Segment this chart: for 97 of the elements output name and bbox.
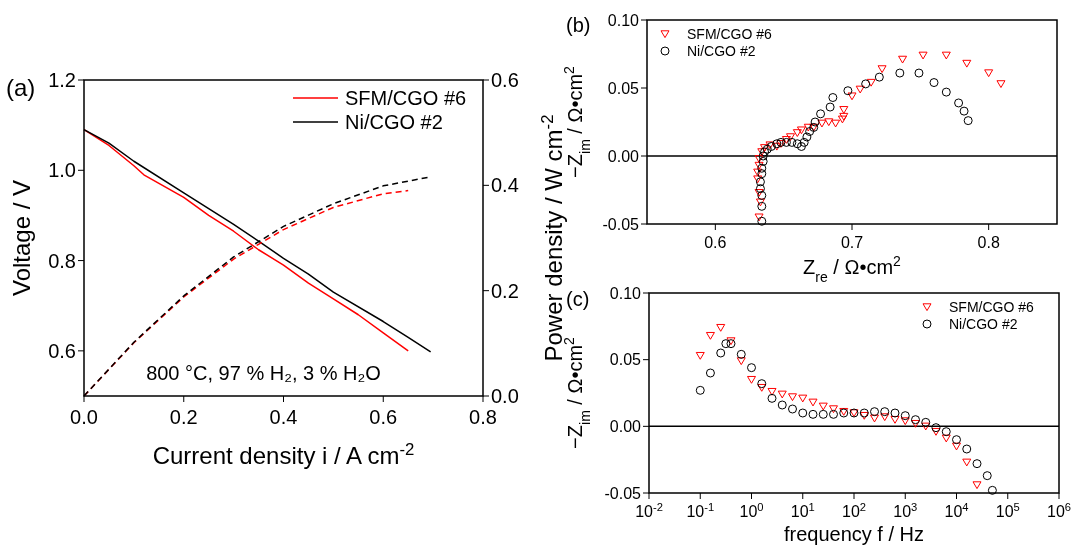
y-axis-title: Voltage / V xyxy=(8,179,35,297)
point xyxy=(877,65,887,74)
x-tick-label: 10$^{-1}$ xyxy=(686,501,715,520)
point xyxy=(758,151,768,161)
point xyxy=(996,80,1006,89)
point xyxy=(796,126,806,135)
point xyxy=(843,86,853,96)
x-tick-label: 0.0 xyxy=(70,406,98,428)
legend-label: Ni/CGO #2 xyxy=(345,111,443,133)
x-tick-label: 10$^{1}$ xyxy=(790,501,815,520)
chart-title: (a) xyxy=(6,74,36,101)
x-tick-label: 10$^{-2}$ xyxy=(635,501,663,520)
y-tick-label: 0.10 xyxy=(609,284,642,302)
x-tick-label: 0.6 xyxy=(369,406,398,428)
x-tick-label: 10$^{6}$ xyxy=(1046,501,1072,520)
y-tick-label: -0.05 xyxy=(604,484,642,502)
legend-label: Ni/CGO #2 xyxy=(949,315,1018,332)
point xyxy=(866,78,876,87)
y2-tick-label: 0.2 xyxy=(491,279,519,302)
point xyxy=(755,198,765,207)
x-tick-label: 0.2 xyxy=(169,406,198,428)
x-axis-title: Z$_{re}$ / Ω•cm$^{2}$ xyxy=(803,253,902,285)
x-tick-label: 0.8 xyxy=(977,234,1000,251)
point xyxy=(803,123,813,132)
point xyxy=(959,106,969,116)
point xyxy=(825,102,835,112)
point xyxy=(929,78,939,88)
y2-tick-label: 0.0 xyxy=(491,385,519,407)
y-tick-label: 1.0 xyxy=(48,159,76,182)
y2-tick-label: 0.4 xyxy=(491,174,519,197)
point xyxy=(792,129,802,137)
point xyxy=(754,155,764,163)
y-tick-label: 0.10 xyxy=(607,11,640,29)
chart-title: (c) xyxy=(566,288,590,310)
point xyxy=(787,137,797,147)
y-tick-label: 0.8 xyxy=(48,249,76,272)
point xyxy=(757,216,767,226)
point xyxy=(984,69,994,78)
point xyxy=(831,119,841,128)
y-tick-label: 0.00 xyxy=(607,147,640,165)
point xyxy=(898,55,908,64)
legend-label: SFM/CGO #6 xyxy=(687,25,773,42)
point xyxy=(757,201,767,211)
point xyxy=(963,116,973,126)
point xyxy=(962,59,972,68)
point xyxy=(810,117,820,127)
y-tick-label: 0.00 xyxy=(609,417,642,435)
point xyxy=(816,109,826,119)
point xyxy=(874,72,884,82)
point xyxy=(941,51,951,60)
point xyxy=(918,51,928,60)
point xyxy=(855,85,865,94)
point xyxy=(861,79,871,89)
point xyxy=(824,118,834,127)
x-tick-label: 10$^{4}$ xyxy=(944,501,969,520)
point xyxy=(754,213,764,222)
point xyxy=(792,139,802,149)
y2-tick-label: 0.6 xyxy=(491,69,519,91)
x-tick-label: 10$^{2}$ xyxy=(841,501,867,520)
point xyxy=(799,137,809,147)
point xyxy=(757,169,767,179)
point xyxy=(839,106,849,114)
point xyxy=(817,119,827,128)
legend-label: SFM/CGO #6 xyxy=(949,298,1035,315)
x-tick-label: 0.8 xyxy=(469,406,497,428)
point xyxy=(941,87,951,97)
point xyxy=(755,184,765,194)
x-tick-label: 0.4 xyxy=(269,406,298,428)
legend-label: Ni/CGO #2 xyxy=(687,42,756,59)
point xyxy=(753,168,763,177)
point xyxy=(805,127,815,137)
point xyxy=(796,141,806,151)
point xyxy=(839,112,849,121)
point xyxy=(954,98,964,108)
x-axis-title: frequency f / Hz xyxy=(783,523,925,545)
point xyxy=(758,156,768,166)
y-tick-label: 0.05 xyxy=(607,79,640,97)
point xyxy=(786,133,795,142)
x-tick-label: 10$^{5}$ xyxy=(995,501,1020,520)
point xyxy=(828,93,838,103)
x-tick-label: 0.7 xyxy=(840,234,864,251)
point xyxy=(895,68,905,78)
x-tick-label: 10$^{0}$ xyxy=(739,501,764,520)
x-tick-label: 0.6 xyxy=(704,234,727,251)
y-tick-label: 0.6 xyxy=(48,339,76,362)
point xyxy=(802,132,812,142)
chart-title: (b) xyxy=(566,14,591,36)
x-tick-label: 10$^{3}$ xyxy=(893,501,918,520)
point xyxy=(914,68,924,78)
x-axis-title: Current density i / A cm$^{-2}$ xyxy=(152,439,415,469)
point xyxy=(847,92,857,101)
y-tick-label: 0.05 xyxy=(609,351,642,369)
legend-label: SFM/CGO #6 xyxy=(345,87,467,109)
point xyxy=(837,115,847,124)
y-tick-label: -0.05 xyxy=(602,215,640,233)
annotation: 800 °C, 97 % H₂, 3 % H₂O xyxy=(146,362,381,384)
y-tick-label: 1.2 xyxy=(48,69,76,91)
